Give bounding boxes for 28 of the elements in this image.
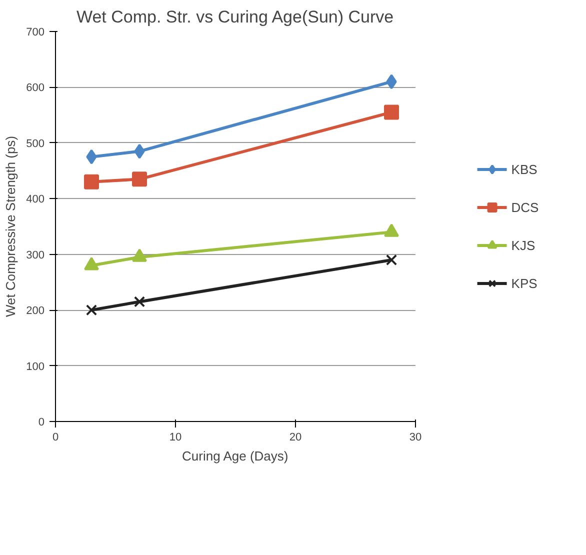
legend-label: KJS (511, 238, 536, 252)
point (84, 174, 99, 190)
y-tick-label: 100 (26, 360, 45, 373)
point (384, 104, 399, 120)
x-tick-label: 10 (169, 432, 182, 444)
point (386, 74, 397, 90)
point (386, 254, 398, 266)
x-axis-title: Curing Age (Days) (182, 448, 288, 464)
y-tick-label: 200 (26, 305, 45, 318)
point (86, 149, 97, 164)
point (134, 144, 145, 159)
chart-title: Wet Comp. Str. vs Curing Age(Sun) Curve (76, 8, 394, 26)
x-tick-label: 0 (52, 432, 59, 444)
point (86, 304, 98, 316)
legend-label: DCS (511, 200, 539, 214)
y-tick-label: 400 (26, 194, 45, 206)
x-tick-label: 30 (409, 432, 422, 444)
y-tick-label: 700 (26, 26, 45, 38)
legend-label: KBS (511, 162, 538, 176)
point (132, 172, 147, 187)
y-tick-label: 600 (26, 82, 45, 94)
point (134, 296, 146, 308)
y-tick-label: 0 (38, 416, 45, 428)
legend-label: KPS (511, 276, 538, 290)
y-tick-label: 300 (26, 249, 45, 262)
y-tick-label: 500 (26, 138, 45, 150)
x-tick-label: 20 (289, 432, 302, 444)
y-axis-title: Wet Compressive Strength (ps) (3, 136, 18, 318)
